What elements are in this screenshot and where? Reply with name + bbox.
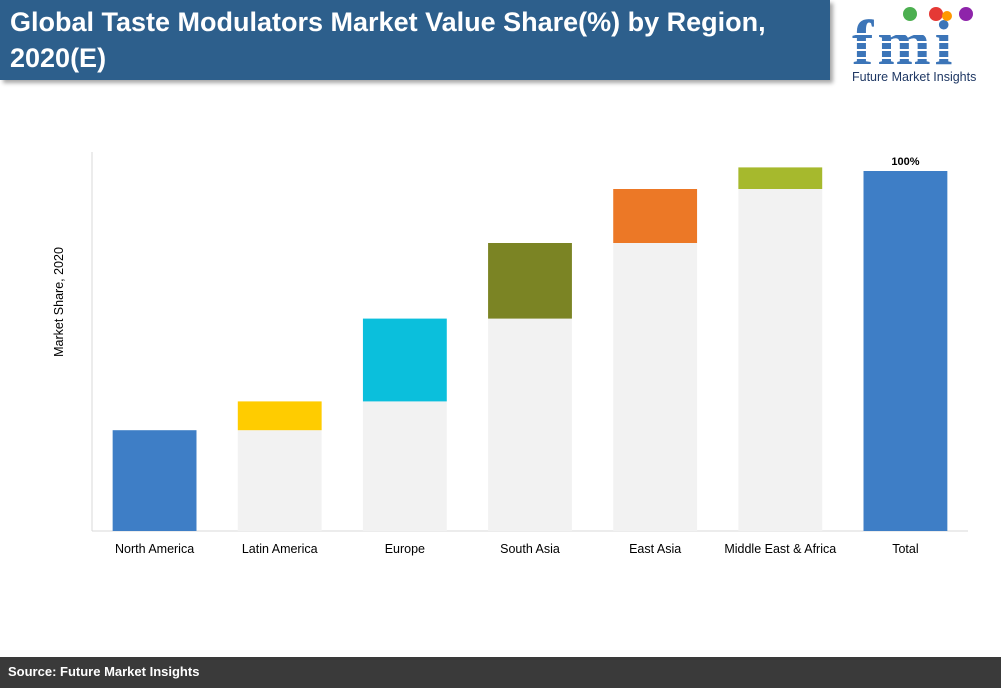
source-note: Source: Future Market Insights [8, 664, 200, 679]
bar-latin-america [237, 401, 322, 431]
bar-europe [362, 318, 447, 402]
chart-title: Global Taste Modulators Market Value Sha… [10, 7, 766, 73]
bar-east-asia [613, 189, 698, 243]
y-axis-label: Market Share, 2020 [52, 247, 66, 357]
x-tick-label: Europe [385, 542, 425, 556]
globe-dot-orange [942, 11, 952, 21]
bars-group: North America Latin America Europe South As… [112, 156, 948, 556]
title-banner: Global Taste Modulators Market Value Sha… [0, 0, 830, 80]
bar-base-europe [362, 401, 447, 531]
bar-total [863, 171, 948, 531]
bar-base-south-asia [488, 318, 572, 531]
globe-dot-green [903, 7, 917, 21]
bar-base-east-asia [613, 243, 698, 531]
fmi-logo: fmi [852, 7, 988, 78]
bar-south-asia [488, 243, 572, 319]
bar-base-middle-east-africa [738, 189, 823, 531]
footer-bar: Source: Future Market Insights [0, 657, 1001, 688]
logo-caption: Future Market Insights [852, 70, 977, 84]
globe-dot-red [929, 7, 943, 21]
bar-middle-east-africa [738, 167, 823, 189]
x-tick-label: Total [892, 542, 918, 556]
bar-north-america [112, 430, 197, 531]
x-tick-label: East Asia [629, 542, 681, 556]
x-tick-label: Middle East & Africa [724, 542, 836, 556]
waterfall-chart: Market Share, 2020 North America Latin Am… [52, 152, 968, 556]
globe-dot-purple [959, 7, 973, 21]
bar-base-latin-america [237, 430, 322, 531]
data-label-total: 100% [891, 156, 919, 168]
x-tick-label: North America [115, 542, 194, 556]
x-tick-label: South Asia [500, 542, 560, 556]
x-tick-label: Latin America [242, 542, 318, 556]
